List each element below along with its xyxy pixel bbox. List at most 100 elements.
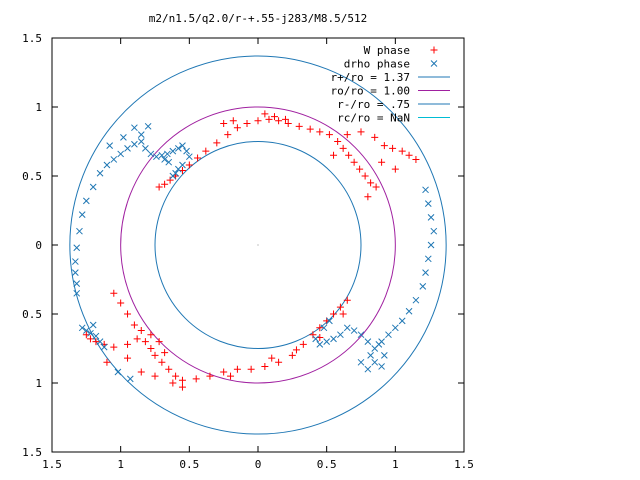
data-point <box>151 351 159 359</box>
data-point <box>126 375 134 383</box>
data-point <box>114 368 122 376</box>
data-point <box>275 117 283 125</box>
data-point <box>89 183 97 191</box>
data-point <box>422 186 429 194</box>
legend-label: W phase <box>364 44 410 57</box>
data-point <box>339 310 347 318</box>
data-point <box>73 280 81 287</box>
data-point <box>389 144 397 152</box>
data-point <box>330 310 338 318</box>
data-point <box>71 258 79 265</box>
data-point <box>124 354 132 362</box>
legend-label: r-/ro = .75 <box>337 98 410 111</box>
data-point <box>405 151 413 159</box>
data-point <box>103 358 111 366</box>
data-point <box>357 331 365 339</box>
data-point <box>158 358 166 366</box>
data-point <box>371 133 379 141</box>
data-point <box>124 310 132 318</box>
data-point <box>288 351 296 359</box>
y-tick-label: 0 <box>35 239 42 252</box>
data-point <box>106 142 114 149</box>
x-tick-label: 0 <box>255 458 262 471</box>
data-point <box>133 335 141 343</box>
data-point <box>110 156 118 163</box>
data-point <box>247 365 255 373</box>
data-point <box>131 124 138 132</box>
data-point <box>161 156 168 163</box>
data-point <box>357 128 365 136</box>
data-point <box>380 142 388 150</box>
data-point <box>100 343 108 351</box>
data-point <box>422 269 429 276</box>
data-point <box>361 172 369 180</box>
data-point <box>179 142 186 149</box>
y-tick-label: 1 <box>35 377 42 390</box>
data-point <box>178 376 186 384</box>
data-point <box>185 161 193 169</box>
data-point <box>124 340 132 348</box>
data-point <box>427 214 435 221</box>
data-point <box>92 332 100 340</box>
series-1 <box>71 122 438 383</box>
data-point <box>178 383 186 391</box>
data-point <box>161 180 169 188</box>
data-point <box>92 338 100 346</box>
legend-label: rc/ro = NaN <box>337 112 410 125</box>
data-point <box>364 338 372 345</box>
data-point <box>295 122 303 130</box>
data-point <box>110 343 118 351</box>
axis-ticks: 1.5 1 0.5 0 0.5 1 1.51.510.500.511.5 <box>22 32 474 471</box>
data-point <box>153 153 160 161</box>
data-point <box>243 120 251 128</box>
data-point <box>336 303 344 311</box>
data-point <box>169 379 177 387</box>
data-point <box>427 241 435 249</box>
x-tick-label: 1 <box>117 458 124 471</box>
data-point <box>137 327 145 335</box>
data-point <box>316 128 324 136</box>
data-point <box>330 151 338 159</box>
data-point <box>71 269 79 276</box>
data-point <box>398 147 406 155</box>
data-point <box>165 158 173 166</box>
data-point <box>275 358 283 366</box>
data-point <box>364 193 372 201</box>
data-point <box>412 155 420 163</box>
legend-marker-swatch <box>430 60 438 67</box>
data-point <box>261 110 269 118</box>
data-point <box>391 324 399 332</box>
data-point <box>174 145 182 152</box>
data-point <box>220 120 228 128</box>
legend-label: ro/ro = 1.00 <box>331 85 410 98</box>
data-point <box>367 179 375 187</box>
data-point <box>326 317 333 325</box>
data-point <box>89 321 97 329</box>
data-point <box>233 365 241 373</box>
data-point <box>424 255 432 263</box>
data-point <box>96 338 104 345</box>
x-tick-label: 1.5 <box>42 458 62 471</box>
data-point <box>270 113 278 121</box>
data-point <box>367 352 374 359</box>
y-tick-label: 0.5 <box>22 170 42 183</box>
data-point <box>137 131 145 138</box>
data-point <box>265 115 273 123</box>
data-point <box>364 365 372 373</box>
data-point <box>391 165 399 173</box>
y-tick-label: 1.5 <box>22 32 42 45</box>
data-point <box>224 131 232 139</box>
data-point <box>131 140 138 148</box>
data-point <box>372 183 380 191</box>
legend-label: drho phase <box>344 58 410 71</box>
data-point <box>261 362 269 370</box>
x-tick-label: 1.5 <box>454 458 474 471</box>
data-point <box>375 341 383 348</box>
data-point <box>172 372 180 380</box>
data-point <box>103 161 111 169</box>
reference-circles <box>69 55 447 435</box>
data-point <box>233 124 241 132</box>
data-point <box>142 145 149 152</box>
data-point <box>343 131 351 139</box>
data-point <box>117 150 125 158</box>
